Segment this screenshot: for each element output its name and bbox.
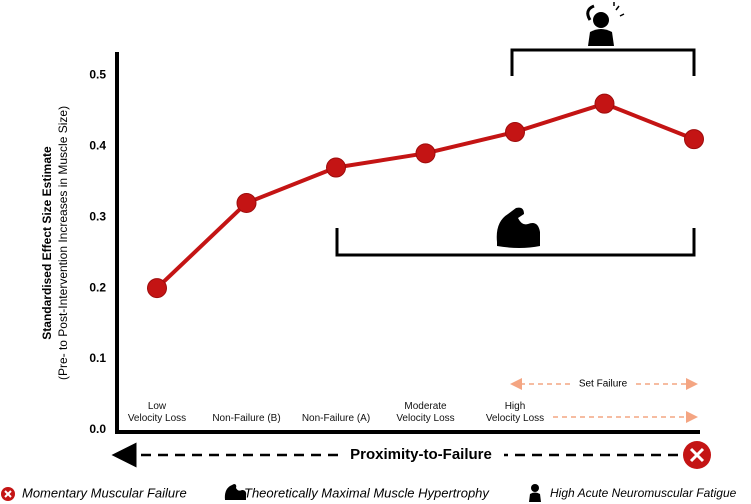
legend-label: Momentary Muscular Failure xyxy=(22,485,187,500)
legend: Momentary Muscular Failure Theoretically… xyxy=(1,484,737,502)
x-tick-label: Moderate Velocity Loss xyxy=(396,401,455,424)
legend-label: Theoretically Maximal Muscle Hypertrophy xyxy=(244,485,490,500)
data-line xyxy=(155,101,695,290)
y-axis-title: Standardised Effect Size Estimate xyxy=(40,146,54,340)
y-tick-label: 0.4 xyxy=(89,138,106,152)
fatigue-bracket xyxy=(510,48,696,76)
data-point xyxy=(147,278,167,299)
data-point xyxy=(236,192,257,213)
legend-label: High Acute Neuromuscular Fatigue xyxy=(550,486,737,500)
x-axis-title: Proximity-to-Failure xyxy=(350,446,492,463)
hypertrophy-bracket xyxy=(335,228,696,257)
muscle-icon xyxy=(496,207,540,248)
set-failure-label: Set Failure xyxy=(579,379,628,390)
x-tick-label: Low Velocity Loss xyxy=(127,401,187,424)
fatigue-icon xyxy=(586,2,625,46)
y-tick-label: 0.3 xyxy=(89,209,106,223)
y-tick-label: 0.2 xyxy=(89,280,106,294)
y-tick-label: 0.1 xyxy=(89,351,106,365)
data-point xyxy=(505,122,525,143)
y-tick-label: 0.0 xyxy=(89,422,106,436)
x-tick-label: High Velocity Loss xyxy=(485,401,545,424)
x-tick-label: Non-Failure (B) xyxy=(212,413,281,424)
proximity-label-bg xyxy=(338,444,504,466)
data-point xyxy=(326,157,346,178)
y-axis-subtitle: (Pre- to Post-Intervention Increases in … xyxy=(56,106,70,380)
failure-icon xyxy=(683,441,711,469)
x-tick-label: Non-Failure (A) xyxy=(301,413,371,424)
data-point xyxy=(684,129,704,150)
data-point xyxy=(594,93,615,114)
y-tick-label: 0.5 xyxy=(89,67,106,81)
data-point xyxy=(415,143,436,164)
